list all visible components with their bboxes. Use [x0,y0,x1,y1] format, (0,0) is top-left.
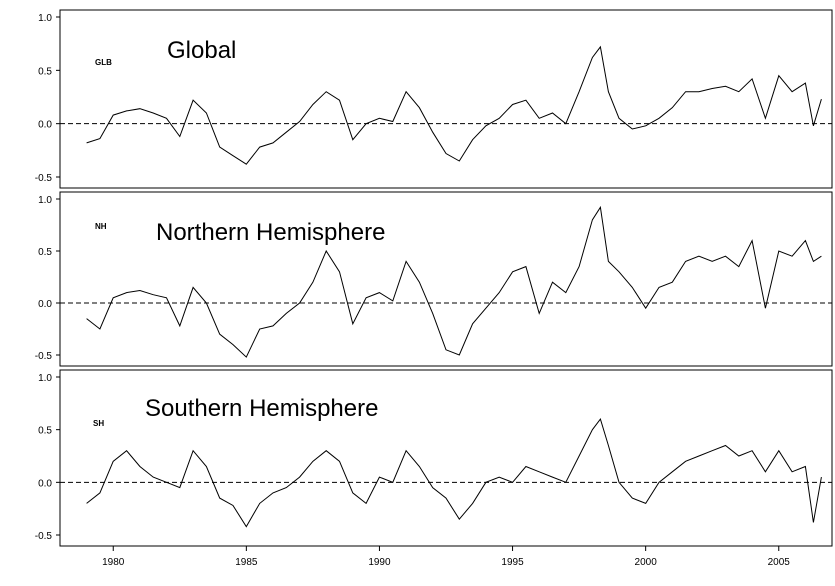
y-tick-label: 0.5 [38,247,52,258]
series-line [86,45,822,165]
y-tick-label: 1.0 [38,373,52,384]
y-tick-label: 0.0 [38,299,52,310]
y-tick-label: 1.0 [38,195,52,206]
panel-tag: NH [95,222,107,231]
x-tick-label: 2005 [768,557,791,568]
y-tick-label: -0.5 [35,173,53,184]
panel-tag: SH [93,419,104,428]
panel-frame [59,369,833,547]
panel-title: Northern Hemisphere [156,219,385,246]
y-tick-label: -0.5 [35,351,53,362]
x-tick-label: 1980 [102,557,125,568]
x-tick-label: 1995 [501,557,524,568]
y-tick-label: -0.5 [35,531,53,542]
panel-tag: GLB [95,58,112,67]
x-tick-label: 1985 [235,557,258,568]
series-line [86,418,822,528]
series-line [86,205,822,358]
y-tick-label: 0.0 [38,120,52,131]
y-tick-label: 0.5 [38,426,52,437]
panel-frame [59,9,833,189]
panel-title: Global [167,37,236,64]
y-tick-label: 1.0 [38,13,52,24]
panel-frame [59,191,833,367]
panel-title: Southern Hemisphere [145,395,378,422]
y-tick-label: 0.5 [38,66,52,77]
x-tick-label: 1990 [368,557,391,568]
x-tick-label: 2000 [635,557,658,568]
y-tick-label: 0.0 [38,478,52,489]
